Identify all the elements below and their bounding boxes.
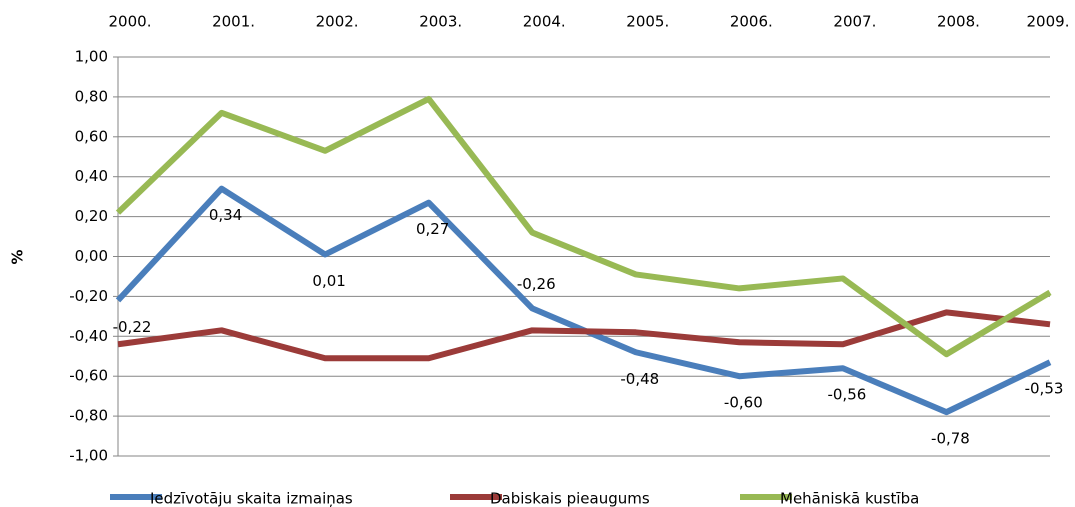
x-tick-label: 2002. [316, 13, 359, 31]
line-series [115, 95, 1052, 358]
y-tick-label: 0,20 [75, 207, 108, 225]
y-tick-label: 0,00 [75, 247, 108, 265]
x-tick-label: 2001. [212, 13, 255, 31]
x-tick-label: 2005. [626, 13, 669, 31]
y-tick-label: -0,40 [69, 327, 108, 345]
data-label: -0,53 [1025, 380, 1064, 398]
legend-label: Dabiskais pieaugums [490, 490, 650, 507]
line-series [115, 185, 1052, 416]
x-tick-label: 2009. [1027, 13, 1070, 31]
data-label: -0,48 [620, 370, 659, 388]
data-label: -0,56 [827, 386, 866, 404]
line-series [117, 309, 1051, 362]
data-label: -0,60 [724, 394, 763, 412]
data-label: 0,34 [209, 206, 242, 224]
x-tick-label: 2004. [523, 13, 566, 31]
y-axis-label: % [9, 249, 27, 264]
data-label: 0,27 [416, 220, 449, 238]
data-label: -0,26 [517, 275, 556, 293]
data-label: -0,22 [113, 318, 152, 336]
data-label: -0,78 [931, 430, 970, 448]
y-tick-label: 1,00 [75, 48, 108, 66]
y-tick-label: -0,80 [69, 407, 108, 425]
y-tick-label: 0,40 [75, 167, 108, 185]
y-tick-label: 0,80 [75, 87, 108, 105]
legend-label: Mehāniskā kustība [780, 490, 919, 507]
legend-label: Iedzīvotāju skaita izmaiņas [150, 490, 353, 507]
y-tick-label: -0,60 [69, 367, 108, 385]
y-tick-label: -1,00 [69, 447, 108, 465]
y-tick-label: 0,60 [75, 127, 108, 145]
x-tick-label: 2006. [730, 13, 773, 31]
x-tick-label: 2003. [419, 13, 462, 31]
x-tick-label: 2000. [109, 13, 152, 31]
data-label: 0,01 [312, 272, 345, 290]
x-tick-label: 2008. [937, 13, 980, 31]
x-tick-label: 2007. [833, 13, 876, 31]
y-tick-label: -0,20 [69, 287, 108, 305]
